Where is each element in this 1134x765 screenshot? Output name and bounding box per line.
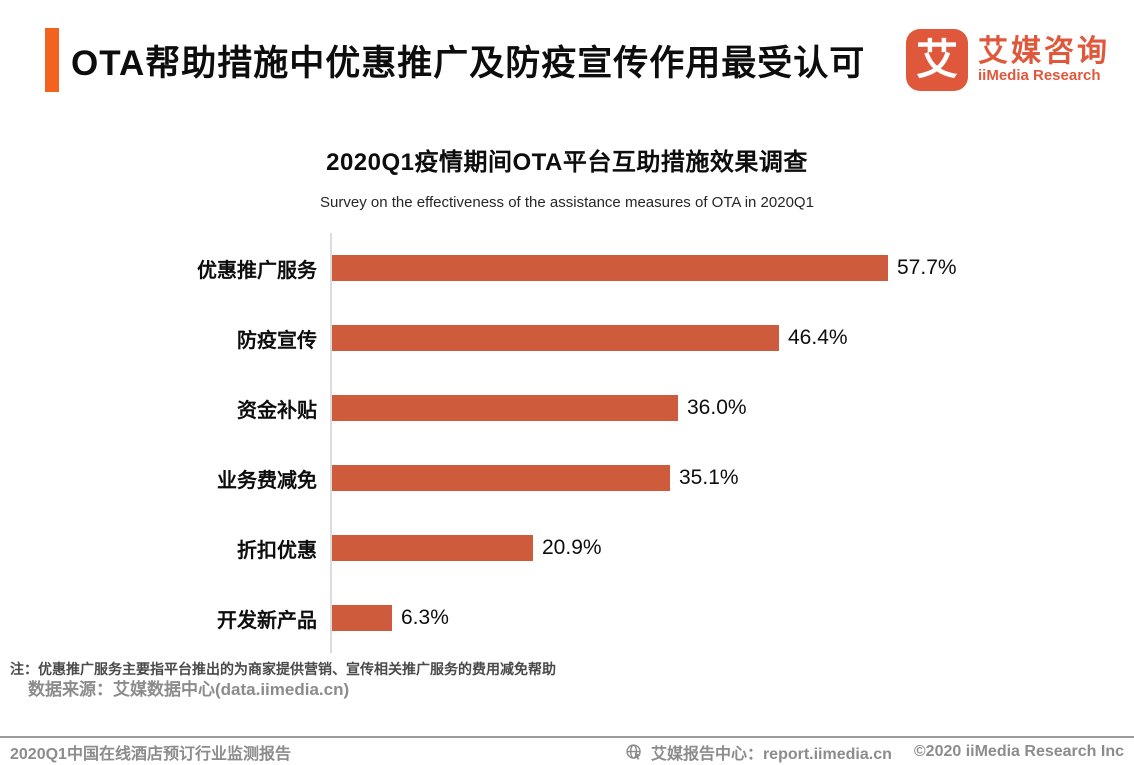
bar-row: 优惠推广服务 57.7%: [0, 255, 1134, 282]
footer-report-center: 艾媒报告中心：report.iimedia.cn: [650, 745, 892, 763]
bar: [331, 395, 678, 421]
iimedia-logo-icon: 艾: [906, 29, 968, 91]
category-label: 防疫宣传: [237, 329, 317, 352]
category-label: 开发新产品: [217, 609, 317, 632]
bar-chart: 优惠推广服务 57.7% 防疫宣传 46.4% 资金补贴 36.0% 业务费减免…: [0, 233, 1134, 653]
bar-row: 资金补贴 36.0%: [0, 395, 1134, 422]
footer-right: 艾媒报告中心：report.iimedia.cn ©2020 iiMedia R…: [625, 740, 1124, 764]
iimedia-logo: 艾 艾媒咨询 iiMedia Research: [906, 29, 1110, 91]
chart-title: 2020Q1疫情期间OTA平台互助措施效果调查: [326, 149, 808, 176]
bar-row: 折扣优惠 20.9%: [0, 535, 1134, 562]
logo-name-en: iiMedia Research: [978, 67, 1101, 85]
iimedia-logo-text: 艾媒咨询 iiMedia Research: [978, 35, 1110, 85]
data-source: 数据来源：艾媒数据中心(data.iimedia.cn): [28, 680, 350, 700]
bar-row: 防疫宣传 46.4%: [0, 325, 1134, 352]
y-axis-line: [330, 233, 332, 653]
footnote: 注：优惠推广服务主要指平台推出的为商家提供营销、宣传相关推广服务的费用减免帮助: [10, 661, 556, 677]
bar: [331, 325, 779, 351]
notes-block: 注：优惠推广服务主要指平台推出的为商家提供营销、宣传相关推广服务的费用减免帮助 …: [10, 659, 1134, 702]
bar: [331, 465, 670, 491]
category-label: 优惠推广服务: [197, 259, 317, 282]
value-label: 20.9%: [542, 536, 602, 559]
value-label: 36.0%: [687, 396, 747, 419]
value-label: 35.1%: [679, 466, 739, 489]
category-label: 资金补贴: [237, 399, 317, 422]
value-label: 57.7%: [897, 256, 957, 279]
footer-report-name: 2020Q1中国在线酒店预订行业监测报告: [10, 745, 291, 763]
category-label: 折扣优惠: [237, 539, 317, 562]
footer-copyright: ©2020 iiMedia Research Inc: [913, 742, 1124, 760]
bar: [331, 535, 533, 561]
bar: [331, 605, 392, 631]
bar-row: 开发新产品 6.3%: [0, 605, 1134, 632]
footer-bar: 2020Q1中国在线酒店预订行业监测报告 艾媒报告中心：report.iimed…: [0, 736, 1134, 765]
globe-cursor-icon: [625, 743, 643, 761]
category-label: 业务费减免: [217, 469, 317, 492]
header: OTA帮助措施中优惠推广及防疫宣传作用最受认可 艾 艾媒咨询 iiMedia R…: [45, 28, 1110, 92]
logo-name-cn: 艾媒咨询: [978, 35, 1110, 69]
page-title: OTA帮助措施中优惠推广及防疫宣传作用最受认可: [71, 43, 866, 83]
chart-subtitle: Survey on the effectiveness of the assis…: [320, 194, 814, 211]
value-label: 6.3%: [401, 606, 449, 629]
value-label: 46.4%: [788, 326, 848, 349]
title-accent-bar: [45, 28, 59, 92]
bar: [331, 255, 888, 281]
bar-row: 业务费减免 35.1%: [0, 465, 1134, 492]
